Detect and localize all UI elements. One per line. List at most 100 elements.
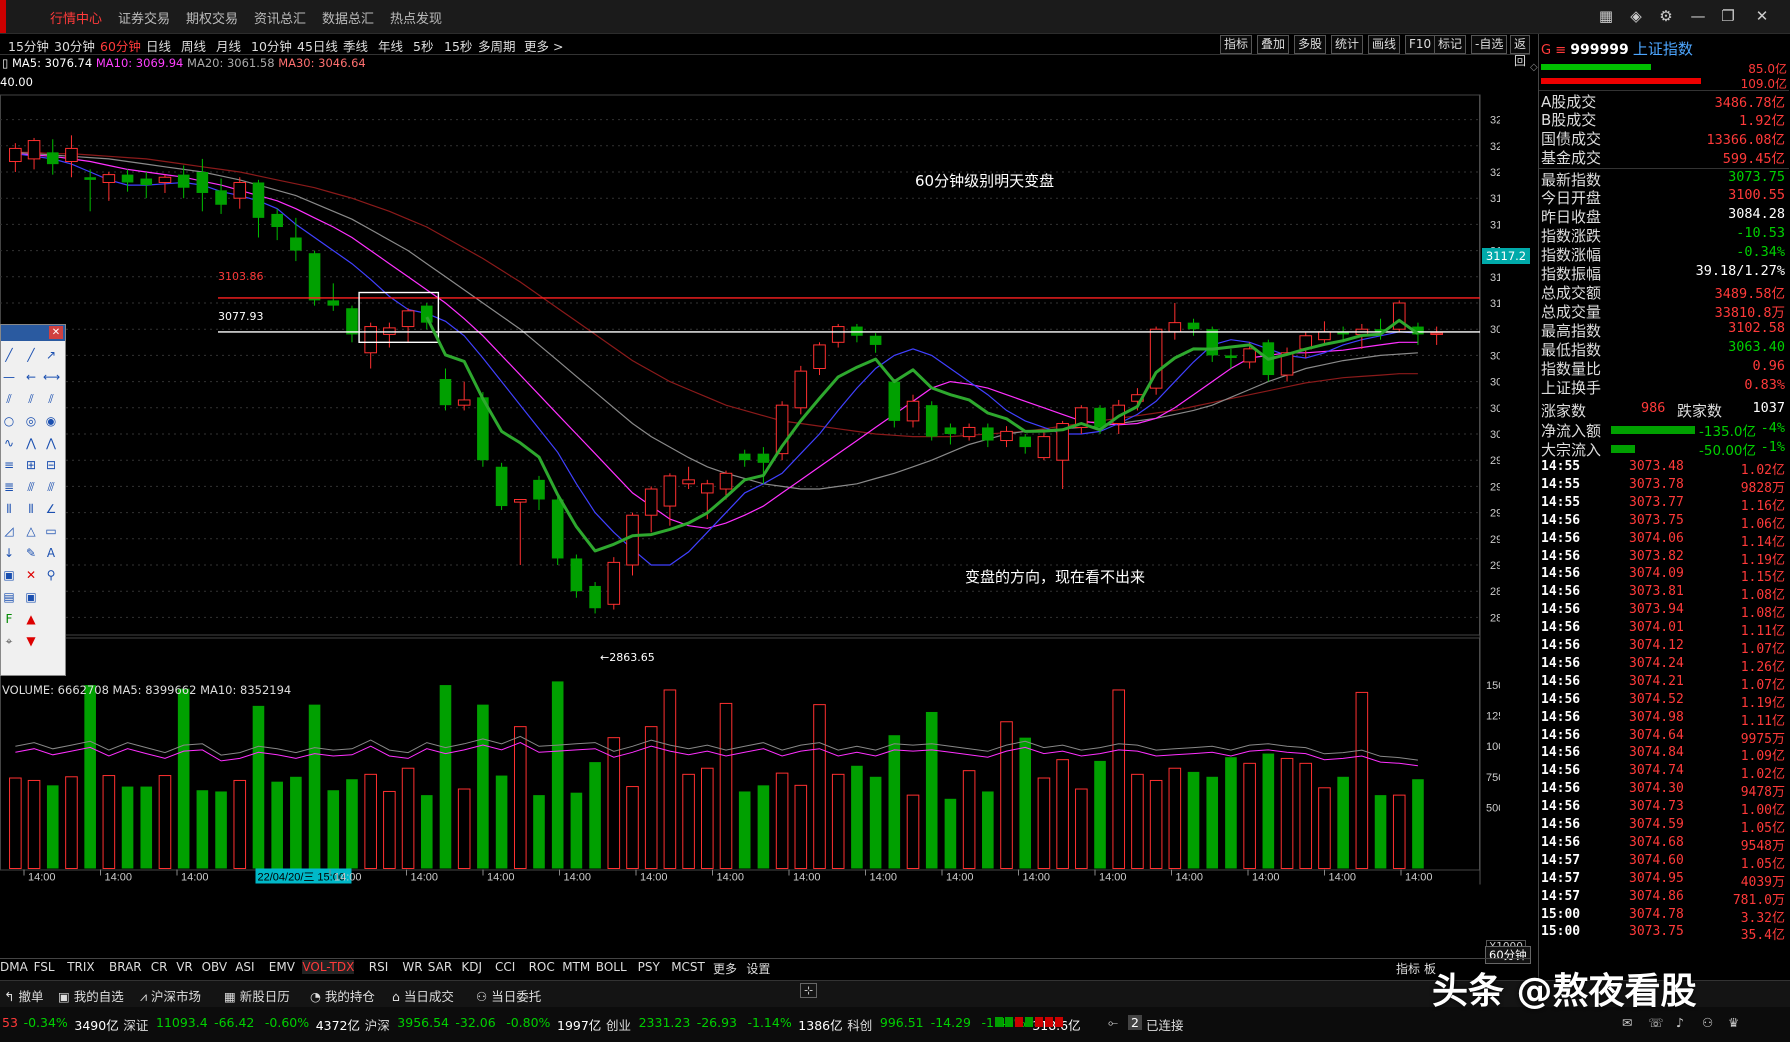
up-mark-tool-icon[interactable]: ▲: [26, 612, 36, 626]
restore-icon[interactable]: ❐: [1721, 7, 1735, 25]
ipo-calendar-button[interactable]: ▦ 新股日历: [224, 986, 290, 1005]
image-tool-icon[interactable]: ▣: [25, 590, 37, 604]
period-multi[interactable]: 多周期: [478, 39, 516, 54]
time-zone-tool-icon[interactable]: ⦀: [6, 502, 12, 516]
period-60min[interactable]: 60分钟: [100, 39, 141, 54]
indicator-tab[interactable]: CCI: [495, 960, 516, 974]
indicator-tab[interactable]: FSL: [33, 960, 55, 974]
indicator-tab[interactable]: RSI: [368, 960, 389, 974]
time-cycle-tool-icon[interactable]: ⦀: [28, 502, 34, 516]
nav-news-summary[interactable]: 资讯总汇: [254, 12, 307, 27]
period-quarterly[interactable]: 季线: [343, 39, 369, 54]
hsegment-tool-icon[interactable]: ⟷: [43, 370, 61, 384]
indicator-tab[interactable]: 更多: [713, 962, 738, 976]
circle-tool-icon[interactable]: ○: [3, 414, 15, 428]
delete-tool-icon[interactable]: ✕: [25, 568, 37, 582]
expand-icon[interactable]: ⊹: [800, 983, 818, 998]
arrow-line-tool-icon[interactable]: ↗: [45, 348, 57, 362]
my-watchlist-button[interactable]: ▣ 我的自选: [58, 986, 124, 1005]
parallel-tool-icon[interactable]: ⫽: [6, 392, 12, 406]
gann-tool-icon[interactable]: ⊞: [25, 458, 37, 472]
box-tool-icon[interactable]: ▣: [3, 568, 15, 582]
indicator-tab[interactable]: 设置: [746, 962, 771, 976]
zigzag-tool-icon[interactable]: ⋀: [26, 436, 36, 450]
phone-icon[interactable]: ☏: [1648, 1015, 1664, 1030]
period-daily[interactable]: 日线: [146, 39, 172, 54]
speed-tool-icon[interactable]: ⫻: [27, 480, 35, 494]
channel2-tool-icon[interactable]: ⫽: [48, 392, 54, 406]
fib-tool-icon[interactable]: ≡: [3, 458, 15, 472]
indicator-tab[interactable]: TRIX: [67, 960, 95, 974]
g-icon[interactable]: G: [1541, 43, 1552, 58]
cross-tool-icon[interactable]: ⌖: [5, 634, 13, 648]
indicator-tab[interactable]: MTM: [562, 960, 591, 974]
self-select-button[interactable]: -自选: [1471, 35, 1508, 54]
price-chart[interactable]: 3240322032003180316031403120310030803060…: [0, 54, 1500, 1039]
minimize-icon[interactable]: —: [1690, 7, 1706, 25]
indicator-tab[interactable]: CR: [150, 960, 168, 974]
triangle-tool-icon[interactable]: ◿: [4, 524, 14, 538]
period-5sec[interactable]: 5秒: [413, 39, 434, 54]
today-orders-button[interactable]: ⚇ 当日委托: [476, 986, 541, 1005]
magnet-tool-icon[interactable]: ⚲: [46, 568, 56, 582]
settings-gear-icon[interactable]: ⚙: [1659, 7, 1673, 25]
hray-tool-icon[interactable]: ←: [25, 370, 37, 384]
indicator-tab[interactable]: ASI: [235, 960, 255, 974]
indicator-button[interactable]: 指标: [1220, 35, 1253, 54]
user-icon[interactable]: ⚇: [1702, 1015, 1714, 1030]
fan-tool-icon[interactable]: ⫻: [47, 480, 55, 494]
menu-icon[interactable]: ≡: [1555, 43, 1567, 58]
indicator-tab[interactable]: MCST: [671, 960, 705, 974]
my-holdings-button[interactable]: ◔ 我的持仓: [310, 986, 375, 1005]
statistics-button[interactable]: 统计: [1331, 35, 1364, 54]
nav-options-trading[interactable]: 期权交易: [186, 12, 239, 27]
market-button[interactable]: ⩘ 沪深市场: [140, 986, 201, 1005]
flag-tool-icon[interactable]: F: [5, 612, 13, 626]
palette-close-icon[interactable]: ✕: [49, 326, 63, 339]
period-10min[interactable]: 10分钟: [251, 39, 292, 54]
indicator-tab[interactable]: PSY: [637, 960, 660, 974]
indicator-tab[interactable]: VOL-TDX: [302, 960, 355, 974]
period-45day[interactable]: 45日线: [297, 39, 338, 54]
period-weekly[interactable]: 周线: [181, 39, 207, 54]
wave-tool-icon[interactable]: ∿: [3, 436, 15, 450]
indicator-tab[interactable]: WR: [402, 960, 423, 974]
multi-stock-button[interactable]: 多股: [1294, 35, 1327, 54]
cycle-tool-icon[interactable]: ◎: [25, 414, 37, 428]
triangle2-tool-icon[interactable]: △: [26, 524, 36, 538]
down-mark-tool-icon[interactable]: ▼: [26, 634, 36, 648]
indicator-tab[interactable]: BRAR: [109, 960, 142, 974]
text-tool-icon[interactable]: A: [46, 546, 56, 560]
f10-button[interactable]: F10: [1405, 35, 1436, 54]
pen-tool-icon[interactable]: ✎: [25, 546, 37, 560]
mark-button[interactable]: 标记: [1434, 35, 1467, 54]
palette-header[interactable]: ✕: [1, 325, 65, 341]
indicator-tab[interactable]: KDJ: [461, 960, 483, 974]
indicator-tab[interactable]: EMV: [268, 960, 295, 974]
back-button[interactable]: 返回: [1510, 35, 1531, 68]
nav-market-center[interactable]: 行情中心: [50, 12, 103, 27]
period-monthly[interactable]: 月线: [216, 39, 242, 54]
overlay-button[interactable]: 叠加: [1257, 35, 1290, 54]
channel-tool-icon[interactable]: ⫽: [28, 392, 34, 406]
peak-tool-icon[interactable]: ⋀: [46, 436, 56, 450]
message-icon[interactable]: ✉: [1622, 1015, 1633, 1030]
today-trades-button[interactable]: ⌂ 当日成交: [392, 986, 454, 1005]
draw-line-button[interactable]: 画线: [1368, 35, 1401, 54]
hline-tool-icon[interactable]: —: [3, 370, 15, 384]
angle-tool-icon[interactable]: ∠: [45, 502, 57, 516]
spiral-tool-icon[interactable]: ◉: [45, 414, 57, 428]
indicator-tab[interactable]: DMA: [0, 960, 28, 974]
grid-icon[interactable]: ▦: [1598, 7, 1614, 25]
screen-tool-icon[interactable]: ▤: [3, 590, 15, 604]
period-more[interactable]: 更多 >: [524, 39, 564, 54]
down-arrow-tool-icon[interactable]: ↓: [3, 546, 15, 560]
chart-tool-icon[interactable]: ◈: [1630, 7, 1642, 25]
period-15sec[interactable]: 15秒: [444, 39, 473, 54]
close-icon[interactable]: ✕: [1755, 7, 1769, 25]
line-tool-icon[interactable]: ╱: [5, 348, 13, 362]
connection-status[interactable]: 已连接: [1146, 1018, 1184, 1033]
rect-tool-icon[interactable]: ▭: [45, 524, 57, 538]
nav-hot-discovery[interactable]: 热点发现: [390, 12, 443, 27]
period-15min[interactable]: 15分钟: [8, 39, 49, 54]
